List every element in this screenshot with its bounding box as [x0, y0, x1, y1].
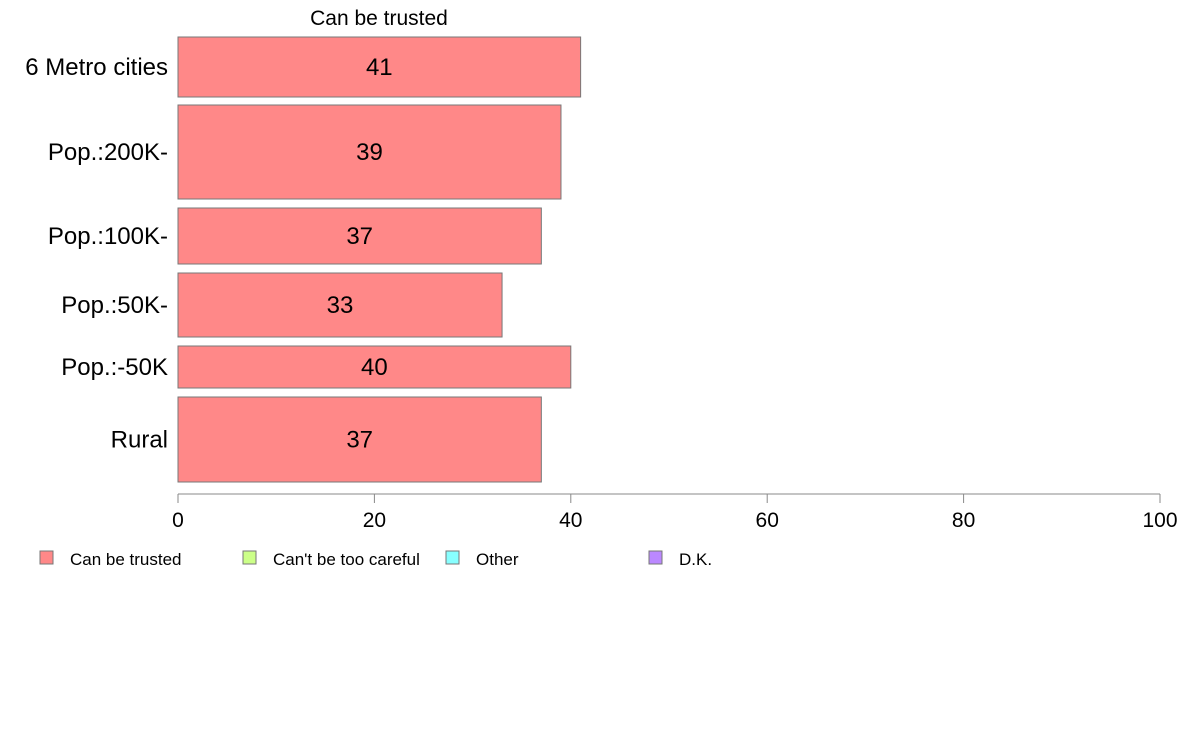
bar-2 — [177, 207, 542, 265]
category-label-5: Rural — [111, 427, 168, 454]
legend-label-2: Other — [476, 550, 519, 569]
bar-value-label-5: 37 — [346, 427, 373, 454]
category-label-4: Pop.:-50K — [61, 354, 168, 381]
category-label-2: Pop.:100K- — [48, 223, 168, 250]
x-tick-label-4: 80 — [952, 509, 975, 532]
x-axis: 0 20 40 60 80 100 — [172, 493, 1178, 532]
x-tick-label-5: 100 — [1142, 509, 1177, 532]
legend-label-3: D.K. — [679, 550, 712, 569]
bar-5 — [177, 396, 542, 483]
x-tick-label-2: 40 — [559, 509, 582, 532]
category-label-0: 6 Metro cities — [25, 54, 168, 81]
bar-value-label-3: 33 — [327, 292, 354, 319]
category-labels: 6 Metro cities Pop.:200K- Pop.:100K- Pop.:5… — [25, 54, 168, 454]
legend-swatch-1 — [242, 550, 257, 565]
bar-value-label-1: 39 — [356, 139, 383, 166]
x-tick-label-3: 60 — [756, 509, 779, 532]
legend-label-0: Can be trusted — [70, 550, 182, 569]
bars-group: 41 39 37 33 40 37 — [177, 36, 582, 483]
bar-value-label-0: 41 — [366, 54, 393, 81]
x-tick-label-0: 0 — [172, 509, 184, 532]
legend: Can be trusted Can't be too careful Other D… — [39, 550, 712, 569]
x-tick-label-1: 20 — [363, 509, 386, 532]
bar-value-label-4: 40 — [361, 354, 388, 381]
legend-swatch-2 — [445, 550, 460, 565]
bar-0 — [177, 36, 582, 98]
bar-value-label-2: 37 — [346, 223, 373, 250]
legend-swatch-3 — [648, 550, 663, 565]
bar-4 — [177, 345, 572, 389]
category-label-3: Pop.:50K- — [61, 292, 168, 319]
legend-swatch-0 — [39, 550, 54, 565]
category-label-1: Pop.:200K- — [48, 139, 168, 166]
legend-label-1: Can't be too careful — [273, 550, 420, 569]
bar-1 — [177, 104, 562, 200]
bar-3 — [177, 272, 503, 338]
chart-title: Can be trusted — [310, 7, 448, 30]
